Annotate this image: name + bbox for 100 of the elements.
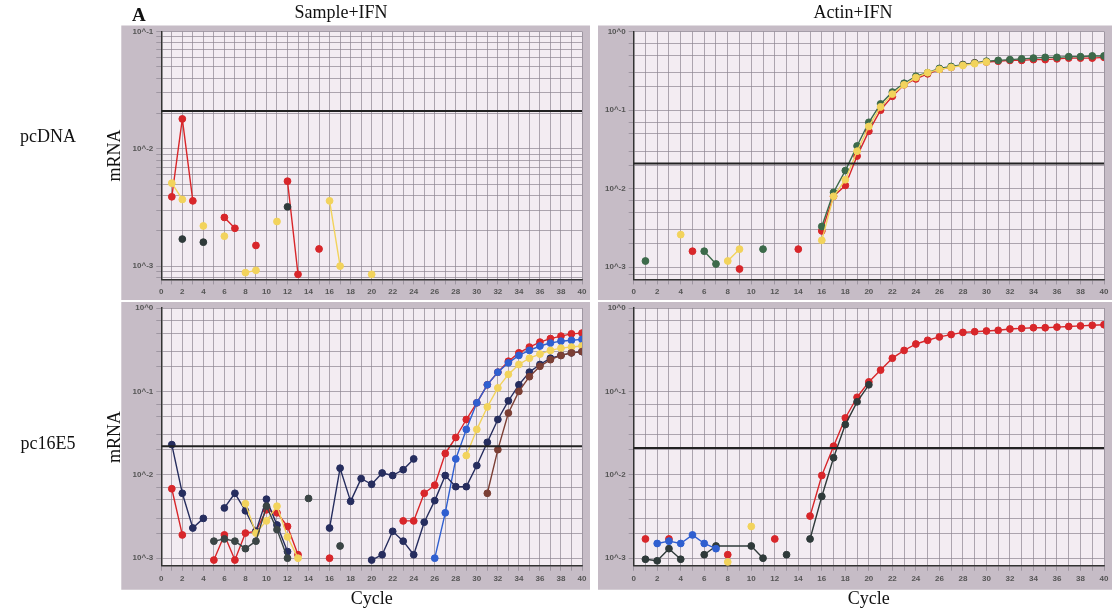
x-tick-label: 14 <box>304 573 314 583</box>
x-tick-label: 20 <box>367 573 377 583</box>
x-axis-title: Cycle <box>847 587 890 608</box>
y-tick-label: 10^-1 <box>605 386 627 396</box>
x-tick-label: 22 <box>887 573 898 583</box>
x-tick-label: 18 <box>346 573 356 583</box>
x-tick-label: 8 <box>243 573 249 583</box>
x-tick-label: 12 <box>283 573 293 583</box>
x-tick-label: 34 <box>514 573 524 583</box>
y-tick-label: 10^-2 <box>132 144 154 154</box>
x-tick-label: 2 <box>180 287 186 297</box>
x-tick-label: 34 <box>514 287 524 297</box>
x-tick-label: 0 <box>631 573 637 583</box>
x-tick-label: 38 <box>1076 573 1086 583</box>
x-tick-label: 24 <box>911 573 921 583</box>
x-tick-label: 24 <box>409 573 419 583</box>
x-tick-label: 2 <box>654 287 660 297</box>
x-tick-label: 0 <box>159 573 165 583</box>
x-tick-label: 8 <box>243 287 249 297</box>
x-tick-label: 34 <box>1029 287 1039 297</box>
text: pc16E5 <box>19 433 77 454</box>
x-tick-label: 32 <box>1005 573 1015 583</box>
x-tick-label: 40 <box>577 573 587 583</box>
y-tick-label: 10^-1 <box>132 26 154 36</box>
x-tick-label: 38 <box>1076 287 1086 297</box>
y-tick-label: 10^-1 <box>132 386 154 396</box>
x-tick-label: 18 <box>840 573 851 583</box>
x-tick-label: 32 <box>493 287 503 297</box>
x-tick-label: 14 <box>304 287 314 297</box>
x-tick-label: 4 <box>678 287 684 297</box>
y-tick-label: 10^-1 <box>605 105 627 115</box>
x-tick-label: 20 <box>864 573 874 583</box>
x-tick-label: 28 <box>958 287 968 297</box>
x-tick-label: 40 <box>1099 287 1109 297</box>
x-tick-label: 36 <box>535 287 545 297</box>
x-tick-label: 16 <box>817 287 827 297</box>
x-tick-label: 30 <box>981 573 992 583</box>
x-tick-label: 10 <box>746 287 757 297</box>
x-tick-label: 22 <box>887 287 898 297</box>
x-tick-label: 26 <box>430 287 440 297</box>
x-tick-label: 40 <box>1099 573 1109 583</box>
chart-title: Actin+IFN <box>813 1 893 22</box>
x-tick-label: 8 <box>725 287 731 297</box>
y-tick-label: 10^0 <box>607 303 627 313</box>
x-tick-label: 24 <box>409 287 419 297</box>
x-tick-label: 16 <box>817 573 827 583</box>
x-tick-label: 22 <box>388 287 398 297</box>
x-tick-label: 14 <box>793 573 804 583</box>
x-tick-label: 8 <box>725 573 731 583</box>
x-tick-label: 4 <box>201 287 207 297</box>
x-tick-label: 0 <box>631 287 637 297</box>
x-tick-label: 12 <box>770 287 780 297</box>
y-tick-label: 10^-3 <box>132 261 154 271</box>
x-tick-label: 28 <box>451 287 461 297</box>
x-tick-label: 6 <box>702 287 707 297</box>
x-tick-label: 36 <box>1052 287 1062 297</box>
y-tick-label: 10^-2 <box>605 469 627 479</box>
x-tick-label: 6 <box>702 573 707 583</box>
x-tick-label: 16 <box>325 287 335 297</box>
x-tick-label: 36 <box>535 573 545 583</box>
text: pcDNA <box>19 126 77 147</box>
x-tick-label: 36 <box>1052 573 1062 583</box>
x-tick-label: 4 <box>678 573 684 583</box>
x-axis-title: Cycle <box>350 587 393 608</box>
text: A <box>132 4 146 26</box>
y-axis-title: mRNA <box>103 129 124 182</box>
x-tick-label: 4 <box>201 573 207 583</box>
x-tick-label: 30 <box>472 287 482 297</box>
x-tick-label: 6 <box>222 573 228 583</box>
x-tick-label: 12 <box>283 287 293 297</box>
x-tick-label: 10 <box>262 573 272 583</box>
x-tick-label: 30 <box>472 573 482 583</box>
x-tick-label: 26 <box>934 287 945 297</box>
x-tick-label: 10 <box>262 287 272 297</box>
x-tick-label: 0 <box>159 287 165 297</box>
y-tick-label: 10^-2 <box>132 469 154 479</box>
y-tick-label: 10^-3 <box>132 553 154 563</box>
y-tick-label: 10^0 <box>607 26 627 36</box>
x-tick-label: 6 <box>222 287 228 297</box>
y-tick-label: 10^-2 <box>605 183 627 193</box>
x-tick-label: 16 <box>325 573 335 583</box>
x-tick-label: 28 <box>958 573 968 583</box>
x-tick-label: 14 <box>793 287 804 297</box>
x-tick-label: 18 <box>346 287 356 297</box>
x-tick-label: 12 <box>770 573 780 583</box>
y-axis-title: mRNA <box>103 410 124 463</box>
x-tick-label: 30 <box>981 287 992 297</box>
x-tick-label: 10 <box>746 573 757 583</box>
x-tick-label: 20 <box>367 287 377 297</box>
x-tick-label: 26 <box>934 573 945 583</box>
x-tick-label: 20 <box>864 287 874 297</box>
y-tick-label: 10^0 <box>135 303 154 313</box>
x-tick-label: 38 <box>556 573 566 583</box>
x-tick-label: 28 <box>451 573 461 583</box>
x-tick-label: 24 <box>911 287 921 297</box>
x-tick-label: 32 <box>1005 287 1015 297</box>
y-tick-label: 10^-3 <box>605 262 627 272</box>
x-tick-label: 40 <box>577 287 587 297</box>
x-tick-label: 34 <box>1029 573 1039 583</box>
y-tick-label: 10^-3 <box>605 553 627 563</box>
